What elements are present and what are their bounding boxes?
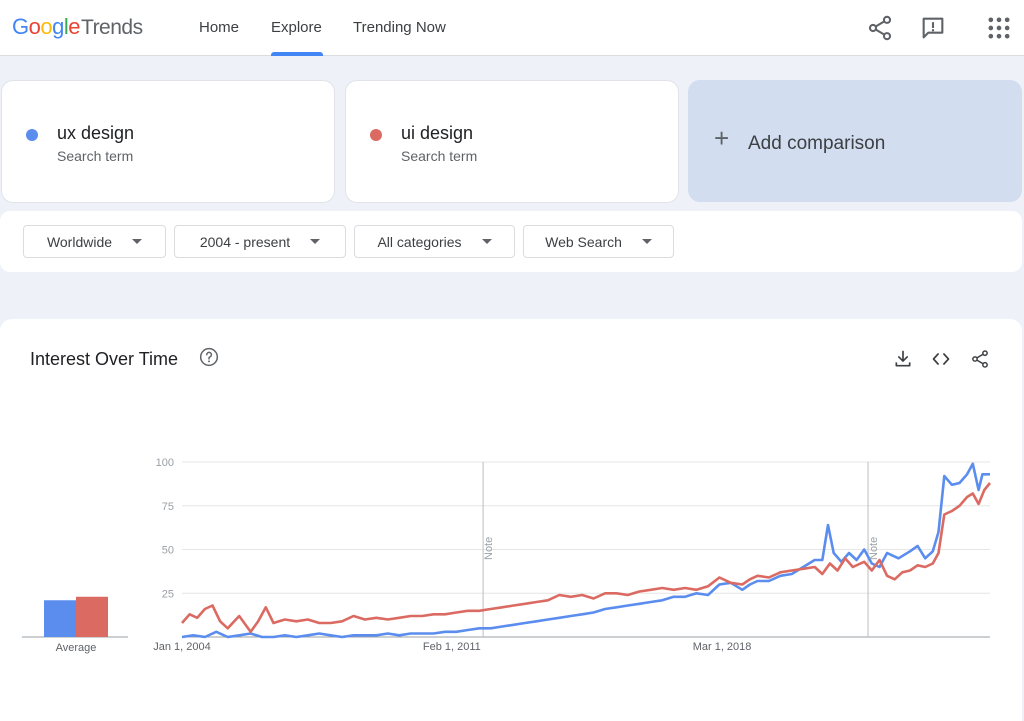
share-icon[interactable] bbox=[866, 14, 894, 42]
add-comparison-label: Add comparison bbox=[748, 133, 886, 154]
download-icon[interactable] bbox=[893, 349, 913, 369]
nav-explore[interactable]: Explore bbox=[271, 19, 322, 36]
filter-label: Worldwide bbox=[46, 233, 113, 250]
series-color-dot bbox=[26, 129, 38, 141]
search-term-card-ui-design[interactable]: ui design Search term bbox=[345, 80, 679, 203]
nav-trending-now[interactable]: Trending Now bbox=[353, 19, 446, 36]
filter-time-range-dropdown[interactable]: 2004 - present bbox=[174, 225, 346, 258]
feedback-icon[interactable] bbox=[919, 14, 947, 42]
top-app-bar: GoogleTrends Home Explore Trending Now bbox=[0, 0, 1024, 56]
logo-google: Google bbox=[12, 14, 81, 39]
add-comparison-button[interactable]: + Add comparison bbox=[688, 80, 1022, 202]
dropdown-arrow-icon bbox=[132, 239, 143, 244]
nav-home[interactable]: Home bbox=[199, 19, 240, 36]
search-term-name[interactable]: ui design bbox=[401, 123, 474, 143]
search-term-type: Search term bbox=[57, 148, 134, 164]
search-term-name[interactable]: ux design bbox=[57, 123, 135, 143]
filter-category-dropdown[interactable]: All categories bbox=[354, 225, 515, 258]
active-tab-indicator bbox=[271, 52, 323, 56]
help-icon[interactable] bbox=[199, 347, 219, 367]
share-icon[interactable] bbox=[970, 349, 990, 369]
embed-icon[interactable] bbox=[931, 349, 951, 369]
filter-location-dropdown[interactable]: Worldwide bbox=[23, 225, 166, 258]
chart-section-title: Interest Over Time bbox=[30, 349, 179, 369]
apps-grid-icon[interactable] bbox=[985, 14, 1013, 42]
google-trends-logo[interactable]: GoogleTrends bbox=[12, 14, 143, 40]
plus-icon: + bbox=[714, 123, 730, 153]
filter-bar: Worldwide 2004 - present All categories … bbox=[0, 211, 1022, 272]
dropdown-arrow-icon bbox=[481, 239, 492, 244]
dropdown-arrow-icon bbox=[641, 239, 652, 244]
interest-over-time-card: Interest Over Time bbox=[0, 319, 1022, 721]
filter-label: 2004 - present bbox=[199, 233, 291, 250]
filter-label: Web Search bbox=[545, 233, 622, 250]
filter-label: All categories bbox=[377, 233, 462, 250]
series-color-dot bbox=[370, 129, 382, 141]
filter-search-type-dropdown[interactable]: Web Search bbox=[523, 225, 674, 258]
search-term-card-ux-design[interactable]: ux design Search term bbox=[1, 80, 335, 203]
search-term-type: Search term bbox=[401, 148, 478, 164]
dropdown-arrow-icon bbox=[310, 239, 321, 244]
logo-trends: Trends bbox=[81, 16, 143, 39]
